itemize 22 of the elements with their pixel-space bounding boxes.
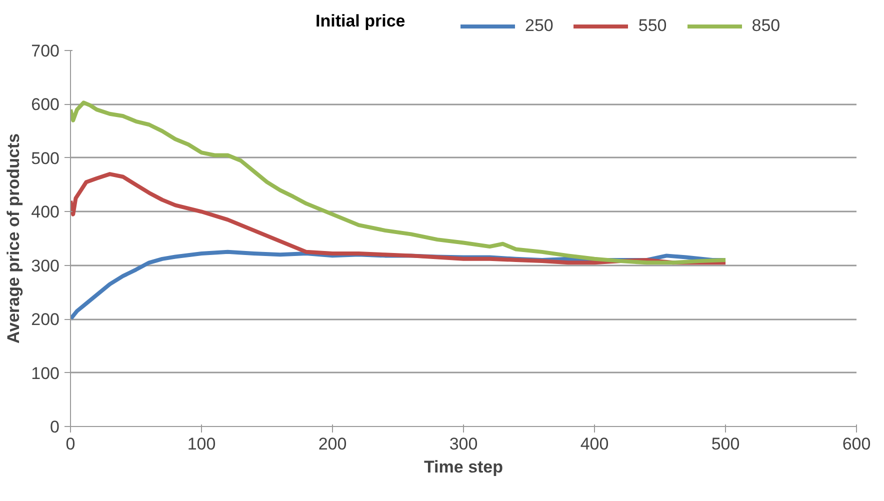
x-tick-label: 0 (66, 434, 76, 454)
y-tick-label: 0 (50, 418, 60, 436)
legend-label: 250 (525, 16, 554, 36)
x-tick-label: 200 (318, 434, 347, 454)
y-tick-label: 100 (31, 364, 60, 383)
legend-label: 850 (752, 16, 780, 36)
x-axis-title: Time step (424, 458, 504, 476)
x-tick-label: 300 (449, 434, 478, 454)
y-axis-title: Average price of products (4, 133, 24, 344)
x-tick-label: 500 (711, 434, 740, 454)
legend-label: 550 (638, 16, 667, 36)
x-tick-label: 600 (842, 434, 871, 454)
y-tick-label: 700 (31, 42, 60, 60)
y-tick-label: 200 (31, 310, 60, 330)
y-tick-label: 300 (31, 256, 60, 276)
y-tick-label: 600 (31, 95, 60, 114)
y-tick-label: 500 (31, 148, 60, 168)
x-tick-label: 400 (580, 434, 609, 454)
x-tick-label: 100 (187, 434, 216, 454)
y-tick-label: 400 (31, 202, 60, 222)
line-series (70, 100, 728, 265)
legend-title: Initial price (316, 12, 406, 30)
